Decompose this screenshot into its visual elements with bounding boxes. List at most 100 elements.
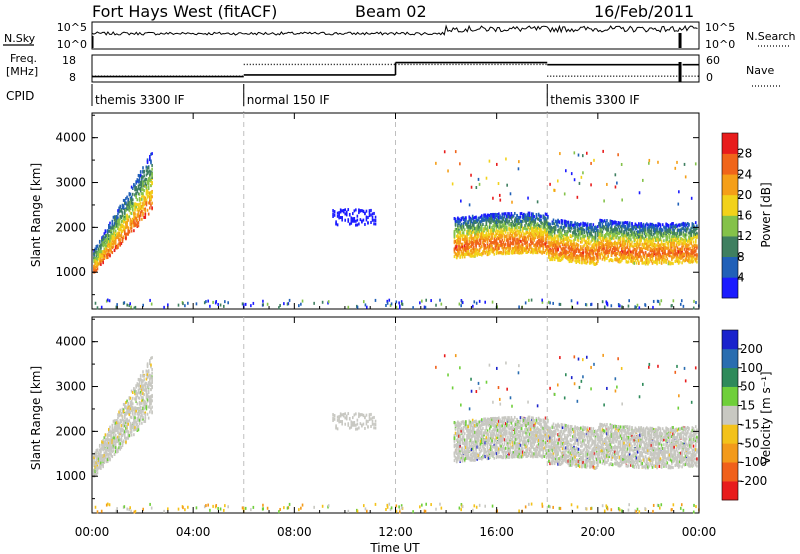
power-echo — [561, 234, 564, 238]
power-echo — [602, 236, 605, 240]
power-echo — [623, 243, 625, 247]
power-echo — [568, 249, 571, 253]
power-echo — [621, 305, 623, 309]
power-echo — [119, 226, 122, 230]
power-echo — [590, 226, 592, 230]
power-echo — [669, 251, 672, 255]
power-echo — [685, 253, 688, 257]
power-echo — [149, 195, 151, 199]
power-echo — [693, 233, 696, 237]
power-echo — [694, 244, 697, 248]
power-echo — [690, 254, 693, 258]
power-echo — [479, 215, 482, 219]
power-echo — [469, 226, 472, 230]
power-echo — [591, 252, 593, 256]
power-echo — [553, 235, 556, 239]
power-echo — [605, 221, 607, 225]
power-echo — [619, 221, 622, 225]
power-echo — [102, 241, 104, 245]
power-echo — [454, 239, 457, 243]
power-echo — [350, 221, 353, 225]
power-echo — [520, 246, 523, 250]
power-echo — [556, 240, 558, 244]
nsky-tick-bottom: 10^0 — [57, 38, 87, 51]
power-echo — [517, 238, 520, 242]
power-echo — [540, 237, 542, 241]
power-echo — [506, 228, 508, 232]
power-echo — [603, 235, 606, 239]
power-echo — [364, 212, 366, 216]
power-echo — [595, 242, 598, 246]
power-echo — [490, 232, 492, 236]
power-echo — [609, 258, 612, 262]
power-echo — [600, 231, 603, 235]
power-echo — [574, 221, 576, 225]
power-echo — [610, 241, 613, 245]
power-echo — [525, 216, 527, 220]
power-echo — [600, 248, 603, 252]
power-echo — [681, 245, 683, 249]
power-echo — [496, 250, 499, 254]
power-echo — [535, 244, 538, 248]
power-echo — [665, 235, 667, 239]
power-echo — [138, 206, 141, 210]
power-echo — [553, 240, 556, 244]
power-echo — [138, 179, 141, 183]
power-echo — [533, 238, 535, 242]
power-echo — [590, 233, 592, 237]
power-echo — [468, 236, 471, 240]
power-echo — [135, 202, 137, 206]
power-echo — [519, 219, 522, 223]
power-echo — [129, 196, 132, 200]
power-echo — [479, 226, 482, 230]
power-echo — [673, 248, 675, 252]
power-echo — [569, 220, 572, 224]
power-echo — [608, 231, 611, 235]
power-echo — [597, 231, 599, 235]
power-echo — [653, 252, 656, 256]
power-echo — [688, 252, 690, 256]
power-echo — [356, 305, 359, 309]
power-echo — [582, 248, 584, 252]
power-echo — [146, 194, 149, 198]
power-echo — [552, 253, 555, 257]
power-echo — [499, 221, 501, 225]
power-echo — [659, 223, 662, 227]
power-echo — [374, 215, 377, 219]
power-echo — [492, 249, 494, 253]
power-echo — [491, 216, 493, 220]
power-echo — [461, 232, 464, 236]
power-echo — [336, 214, 339, 218]
power-echo — [553, 225, 556, 229]
power-echo — [559, 302, 562, 306]
power-echo — [539, 232, 541, 236]
power-echo — [100, 246, 102, 250]
power-echo — [668, 260, 671, 264]
power-echo — [692, 223, 695, 227]
power-echo — [500, 244, 502, 248]
power-echo — [465, 222, 467, 226]
power-echo — [539, 228, 541, 232]
power-echo — [576, 225, 579, 229]
power-echo — [611, 222, 614, 226]
power-echo — [692, 240, 695, 244]
power-echo — [486, 234, 489, 238]
power-echo — [385, 303, 387, 307]
power-echo — [151, 163, 153, 167]
power-echo — [623, 256, 625, 260]
power-echo — [466, 229, 468, 233]
power-echo — [144, 207, 147, 211]
power-echo — [652, 251, 655, 255]
power-echo — [498, 229, 500, 233]
power-echo — [574, 256, 576, 260]
power-echo — [518, 245, 521, 249]
power-echo — [496, 222, 499, 226]
power-echo — [521, 219, 524, 223]
power-echo — [680, 223, 682, 227]
power-echo — [677, 261, 680, 265]
power-echo — [633, 230, 636, 234]
power-echo — [639, 240, 641, 244]
power-echo — [491, 247, 493, 251]
power-echo — [490, 221, 492, 225]
power-echo — [580, 226, 582, 230]
